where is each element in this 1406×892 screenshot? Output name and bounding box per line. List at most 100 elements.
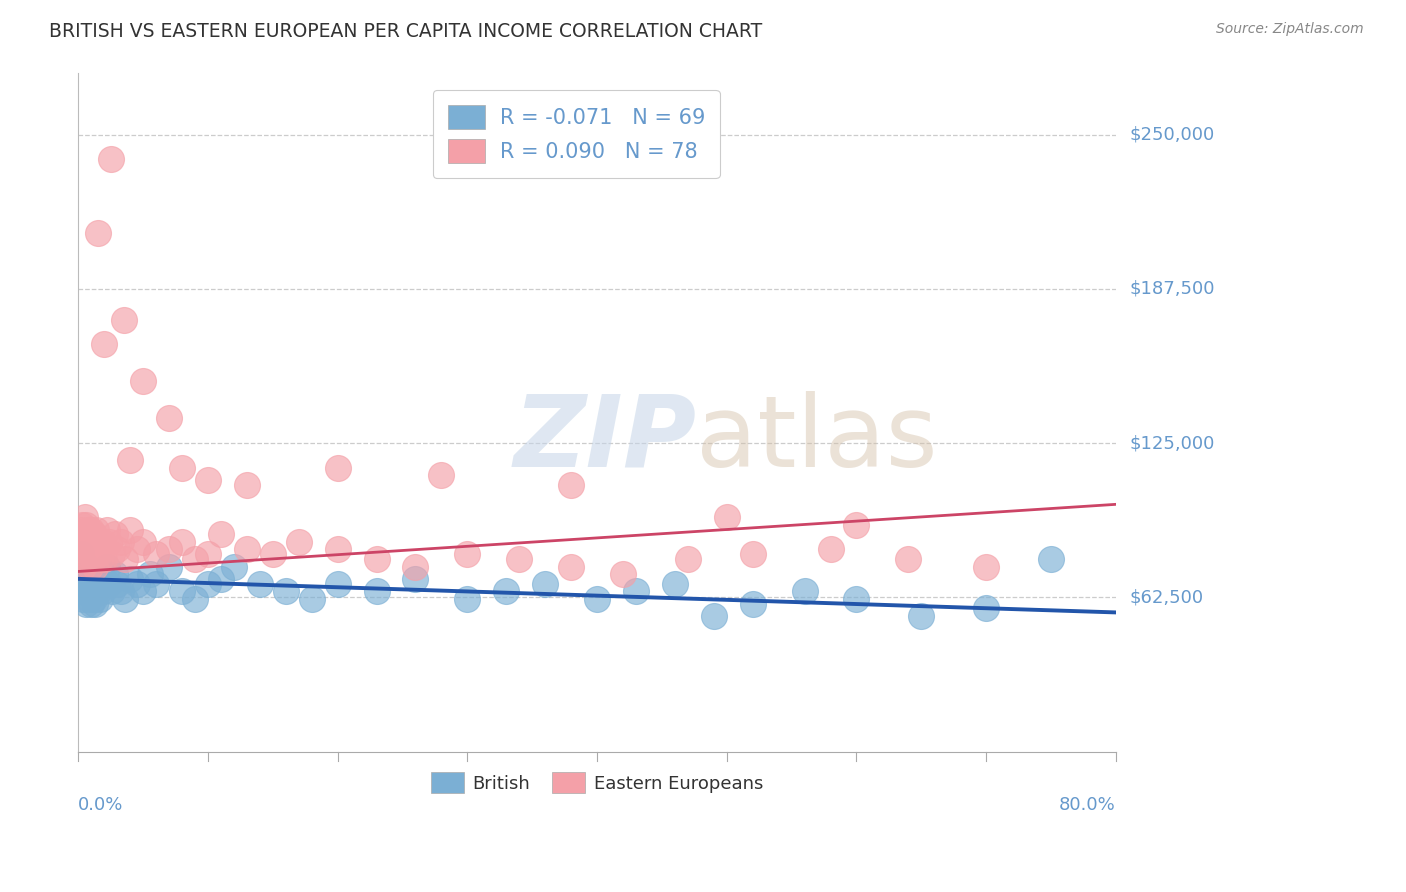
Point bbox=[86, 523, 108, 537]
Point bbox=[93, 552, 115, 566]
Point bbox=[157, 542, 180, 557]
Point bbox=[741, 597, 763, 611]
Point bbox=[120, 523, 142, 537]
Text: ZIP: ZIP bbox=[515, 391, 697, 488]
Point bbox=[236, 478, 259, 492]
Point bbox=[236, 542, 259, 557]
Point bbox=[287, 534, 309, 549]
Point bbox=[274, 584, 297, 599]
Point bbox=[70, 527, 93, 541]
Text: 0.0%: 0.0% bbox=[79, 796, 124, 814]
Point bbox=[170, 460, 193, 475]
Point bbox=[132, 375, 155, 389]
Text: $125,000: $125,000 bbox=[1130, 434, 1215, 452]
Point bbox=[184, 591, 207, 606]
Point bbox=[120, 572, 142, 586]
Point bbox=[793, 584, 815, 599]
Point bbox=[145, 547, 167, 561]
Point bbox=[76, 572, 98, 586]
Point bbox=[98, 534, 121, 549]
Point bbox=[897, 552, 920, 566]
Point bbox=[845, 517, 868, 532]
Point bbox=[72, 559, 94, 574]
Point bbox=[87, 547, 110, 561]
Point bbox=[624, 584, 647, 599]
Point bbox=[73, 566, 96, 581]
Point bbox=[110, 534, 132, 549]
Point bbox=[103, 527, 125, 541]
Point bbox=[80, 523, 103, 537]
Point bbox=[100, 153, 122, 167]
Text: $62,500: $62,500 bbox=[1130, 589, 1204, 607]
Point bbox=[157, 411, 180, 425]
Point bbox=[89, 591, 111, 606]
Point bbox=[820, 542, 842, 557]
Point bbox=[70, 523, 93, 537]
Point bbox=[86, 566, 108, 581]
Point bbox=[87, 584, 110, 599]
Point bbox=[82, 534, 104, 549]
Point bbox=[132, 534, 155, 549]
Point bbox=[69, 566, 91, 581]
Point bbox=[98, 576, 121, 591]
Point bbox=[82, 584, 104, 599]
Point bbox=[79, 559, 101, 574]
Point bbox=[96, 523, 118, 537]
Point bbox=[197, 473, 219, 487]
Point bbox=[79, 527, 101, 541]
Text: $250,000: $250,000 bbox=[1130, 126, 1215, 144]
Legend: British, Eastern Europeans: British, Eastern Europeans bbox=[425, 765, 770, 800]
Point bbox=[77, 542, 100, 557]
Point bbox=[326, 542, 349, 557]
Point bbox=[138, 566, 160, 581]
Point bbox=[70, 552, 93, 566]
Point bbox=[77, 576, 100, 591]
Point bbox=[73, 547, 96, 561]
Point bbox=[75, 527, 97, 541]
Point bbox=[83, 527, 105, 541]
Point bbox=[326, 460, 349, 475]
Point bbox=[90, 576, 112, 591]
Point bbox=[845, 591, 868, 606]
Point bbox=[110, 584, 132, 599]
Point bbox=[70, 517, 93, 532]
Point bbox=[145, 576, 167, 591]
Text: atlas: atlas bbox=[696, 391, 938, 488]
Point bbox=[89, 552, 111, 566]
Point bbox=[93, 337, 115, 351]
Point bbox=[87, 534, 110, 549]
Point bbox=[716, 510, 738, 524]
Point bbox=[80, 576, 103, 591]
Point bbox=[495, 584, 517, 599]
Point bbox=[105, 576, 128, 591]
Point bbox=[83, 591, 105, 606]
Point bbox=[70, 559, 93, 574]
Point bbox=[405, 559, 427, 574]
Point bbox=[366, 584, 388, 599]
Point bbox=[96, 559, 118, 574]
Point bbox=[1040, 552, 1063, 566]
Point bbox=[703, 608, 725, 623]
Point bbox=[93, 572, 115, 586]
Point bbox=[114, 591, 136, 606]
Point bbox=[170, 534, 193, 549]
Text: 80.0%: 80.0% bbox=[1059, 796, 1116, 814]
Point bbox=[534, 576, 557, 591]
Point bbox=[105, 542, 128, 557]
Point bbox=[70, 547, 93, 561]
Point bbox=[910, 608, 932, 623]
Text: $187,500: $187,500 bbox=[1130, 280, 1215, 298]
Point bbox=[974, 559, 997, 574]
Point bbox=[262, 547, 284, 561]
Point bbox=[125, 576, 148, 591]
Point bbox=[132, 584, 155, 599]
Point bbox=[76, 552, 98, 566]
Point bbox=[76, 534, 98, 549]
Point bbox=[301, 591, 323, 606]
Point bbox=[664, 576, 686, 591]
Point bbox=[87, 227, 110, 241]
Point bbox=[79, 584, 101, 599]
Point bbox=[120, 453, 142, 467]
Point bbox=[741, 547, 763, 561]
Text: Source: ZipAtlas.com: Source: ZipAtlas.com bbox=[1216, 22, 1364, 37]
